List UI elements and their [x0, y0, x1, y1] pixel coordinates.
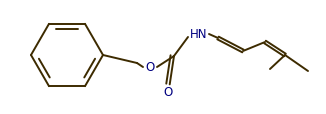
Text: HN: HN: [190, 28, 208, 41]
Text: O: O: [163, 86, 173, 99]
Text: O: O: [145, 61, 155, 74]
